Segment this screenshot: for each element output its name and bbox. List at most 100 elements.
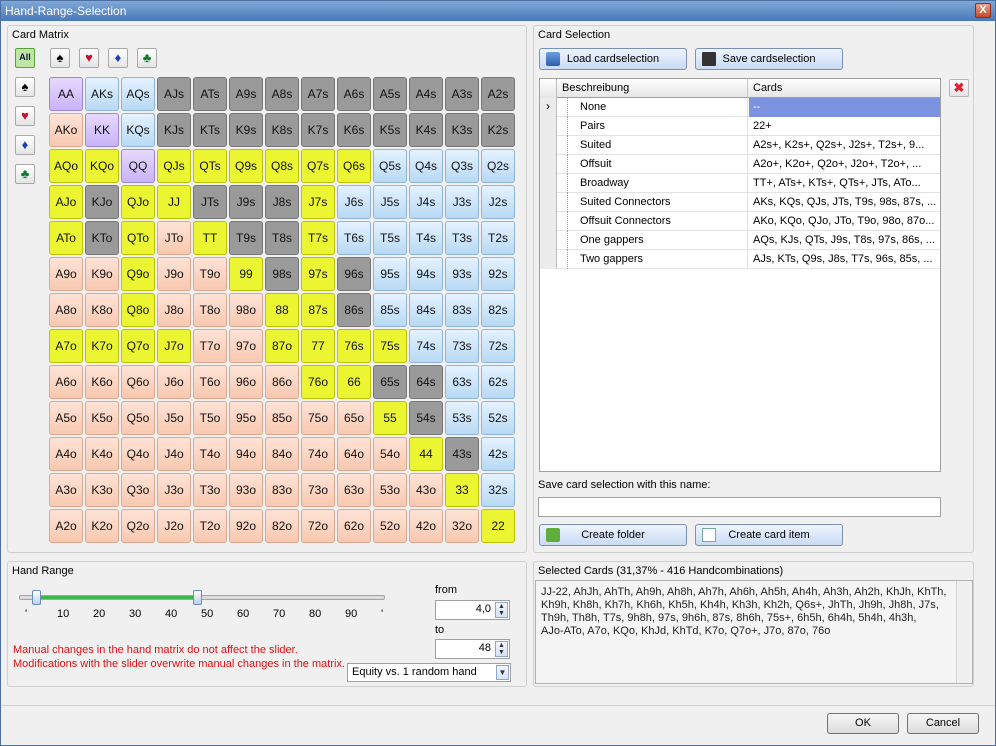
hand-cell[interactable]: 93o <box>229 473 263 507</box>
column-header-cards[interactable]: Cards <box>753 82 783 94</box>
hand-cell[interactable]: 96o <box>229 365 263 399</box>
save-cardselection-button[interactable]: Save cardselection <box>695 48 843 70</box>
hand-cell[interactable]: Q9s <box>229 149 263 183</box>
hand-cell[interactable]: J9o <box>157 257 191 291</box>
hand-cell[interactable]: 84s <box>409 293 443 327</box>
hand-cell[interactable]: A9o <box>49 257 83 291</box>
hand-cell[interactable]: 87o <box>265 329 299 363</box>
selected-cards-text[interactable]: JJ-22, AhJh, AhTh, Ah9h, Ah8h, Ah7h, Ah6… <box>535 580 973 684</box>
hand-cell[interactable]: K3s <box>445 113 479 147</box>
hand-cell[interactable]: K9o <box>85 257 119 291</box>
hand-cell[interactable]: Q3o <box>121 473 155 507</box>
hand-cell[interactable]: A4s <box>409 77 443 111</box>
hand-cell[interactable]: 95o <box>229 401 263 435</box>
hand-cell[interactable]: 85o <box>265 401 299 435</box>
current-row-arrow-icon[interactable]: › <box>540 98 557 117</box>
hand-cell[interactable]: T2o <box>193 509 227 543</box>
hand-cell[interactable]: Q8o <box>121 293 155 327</box>
hand-cell[interactable]: 75s <box>373 329 407 363</box>
hand-cell[interactable]: K7s <box>301 113 335 147</box>
hand-cell[interactable]: Q4s <box>409 149 443 183</box>
hand-cell[interactable]: 43o <box>409 473 443 507</box>
hand-cell[interactable]: J5s <box>373 185 407 219</box>
hand-cell[interactable]: J2o <box>157 509 191 543</box>
hand-cell[interactable]: K4o <box>85 437 119 471</box>
hand-cell[interactable]: 92o <box>229 509 263 543</box>
hand-cell[interactable]: 82o <box>265 509 299 543</box>
hand-cell[interactable]: T4s <box>409 221 443 255</box>
from-field[interactable]: 4,0 ▲ ▼ <box>435 600 510 620</box>
hand-cell[interactable]: 73s <box>445 329 479 363</box>
hand-cell[interactable]: 94o <box>229 437 263 471</box>
hand-cell[interactable]: AQs <box>121 77 155 111</box>
hand-cell[interactable]: J8s <box>265 185 299 219</box>
hand-cell[interactable]: 42o <box>409 509 443 543</box>
hand-cell[interactable]: 74s <box>409 329 443 363</box>
hand-cell[interactable]: K2s <box>481 113 515 147</box>
hand-cell[interactable]: 83s <box>445 293 479 327</box>
hand-cell[interactable]: A2s <box>481 77 515 111</box>
row-selector[interactable] <box>540 117 557 136</box>
hand-cell[interactable]: 55 <box>373 401 407 435</box>
hand-cell[interactable]: K6o <box>85 365 119 399</box>
close-icon[interactable]: X <box>975 3 991 18</box>
hand-cell[interactable]: K5o <box>85 401 119 435</box>
create-folder-button[interactable]: Create folder <box>539 524 687 546</box>
hand-cell[interactable]: Q2s <box>481 149 515 183</box>
hand-cell[interactable]: J7o <box>157 329 191 363</box>
hand-cell[interactable]: Q3s <box>445 149 479 183</box>
hand-cell[interactable]: T8o <box>193 293 227 327</box>
hand-cell[interactable]: JTs <box>193 185 227 219</box>
hand-cell[interactable]: Q4o <box>121 437 155 471</box>
hand-cell[interactable]: 96s <box>337 257 371 291</box>
hand-cell[interactable]: AKs <box>85 77 119 111</box>
hand-cell[interactable]: 53s <box>445 401 479 435</box>
hand-cell[interactable]: K2o <box>85 509 119 543</box>
create-card-item-button[interactable]: Create card item <box>695 524 843 546</box>
hand-cell[interactable]: AA <box>49 77 83 111</box>
hand-cell[interactable]: Q6s <box>337 149 371 183</box>
row-selector[interactable] <box>540 155 557 174</box>
hand-cell[interactable]: A8o <box>49 293 83 327</box>
hand-cell[interactable]: KJs <box>157 113 191 147</box>
hand-cell[interactable]: 93s <box>445 257 479 291</box>
hand-cell[interactable]: 52o <box>373 509 407 543</box>
hand-cell[interactable]: 86s <box>337 293 371 327</box>
hand-cell[interactable]: KK <box>85 113 119 147</box>
hand-cell[interactable]: 77 <box>301 329 335 363</box>
hand-cell[interactable]: T6s <box>337 221 371 255</box>
table-row[interactable]: Offsuit A2o+, K2o+, Q2o+, J2o+, T2o+, ... <box>540 155 940 174</box>
hand-cell[interactable]: 97s <box>301 257 335 291</box>
hand-cell[interactable]: 53o <box>373 473 407 507</box>
hand-cell[interactable]: KTs <box>193 113 227 147</box>
hand-cell[interactable]: 84o <box>265 437 299 471</box>
delete-icon[interactable]: ✖ <box>949 79 969 97</box>
hand-cell[interactable]: Q9o <box>121 257 155 291</box>
hand-cell[interactable]: 76s <box>337 329 371 363</box>
hand-cell[interactable]: A3s <box>445 77 479 111</box>
range-slider-from-handle[interactable] <box>32 590 41 605</box>
from-spinner-icon[interactable]: ▲ ▼ <box>495 602 508 618</box>
hand-cell[interactable]: J2s <box>481 185 515 219</box>
hand-cell[interactable]: J4o <box>157 437 191 471</box>
hand-cell[interactable]: Q7o <box>121 329 155 363</box>
hand-cell[interactable]: T9o <box>193 257 227 291</box>
hand-cell[interactable]: A6s <box>337 77 371 111</box>
hand-cell[interactable]: Q8s <box>265 149 299 183</box>
hand-cell[interactable]: 62s <box>481 365 515 399</box>
hand-cell[interactable]: AQo <box>49 149 83 183</box>
diamond-filter-icon[interactable]: ♦ <box>108 48 128 68</box>
hand-cell[interactable]: A5s <box>373 77 407 111</box>
table-row[interactable]: Two gappers AJs, KTs, Q9s, J8s, T7s, 96s,… <box>540 250 940 269</box>
ok-button[interactable]: OK <box>827 713 899 734</box>
all-button[interactable]: All <box>15 48 35 68</box>
hand-cell[interactable]: 94s <box>409 257 443 291</box>
hand-cell[interactable]: 43s <box>445 437 479 471</box>
table-row[interactable]: Broadway TT+, ATs+, KTs+, QTs+, JTs, ATo.… <box>540 174 940 193</box>
hand-cell[interactable]: 74o <box>301 437 335 471</box>
chevron-down-icon[interactable]: ▼ <box>496 665 509 680</box>
hand-cell[interactable]: K8s <box>265 113 299 147</box>
hand-cell[interactable]: KQo <box>85 149 119 183</box>
hand-cell[interactable]: 63o <box>337 473 371 507</box>
row-selector[interactable] <box>540 136 557 155</box>
